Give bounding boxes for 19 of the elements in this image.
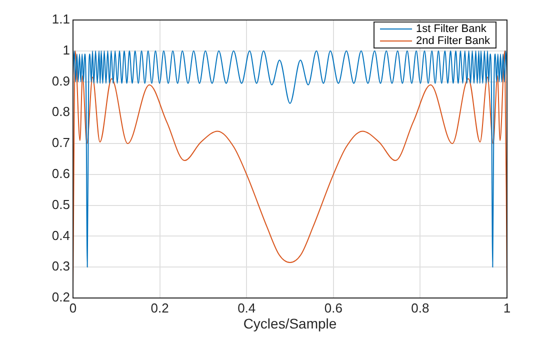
x-tick-label: 0.2 [150, 300, 169, 316]
x-tick-label: 0.4 [238, 300, 256, 316]
y-tick-label: 0.2 [52, 290, 70, 305]
x-axis-title: Cycles/Sample [243, 315, 337, 332]
y-tick-label: 0.5 [52, 196, 70, 212]
legend-label: 1st Filter Bank [416, 23, 487, 36]
x-tick-label: 0.8 [411, 300, 430, 316]
y-tick-label: 0.3 [52, 258, 70, 274]
y-tick-label: 1 [62, 42, 70, 58]
y-tick-label: 0.6 [52, 166, 70, 182]
y-tick-label: 0.8 [52, 104, 70, 120]
legend-label: 2nd Filter Bank [416, 35, 490, 48]
y-tick-label: 0.4 [52, 228, 70, 243]
x-tick-label: 1 [503, 300, 511, 316]
y-tick-label: 1.1 [52, 12, 70, 27]
y-tick-label: 0.9 [52, 73, 70, 88]
y-tick-label: 0.7 [52, 135, 70, 150]
x-tick-label: 0.6 [324, 300, 342, 316]
x-tick-label: 0 [69, 300, 77, 316]
